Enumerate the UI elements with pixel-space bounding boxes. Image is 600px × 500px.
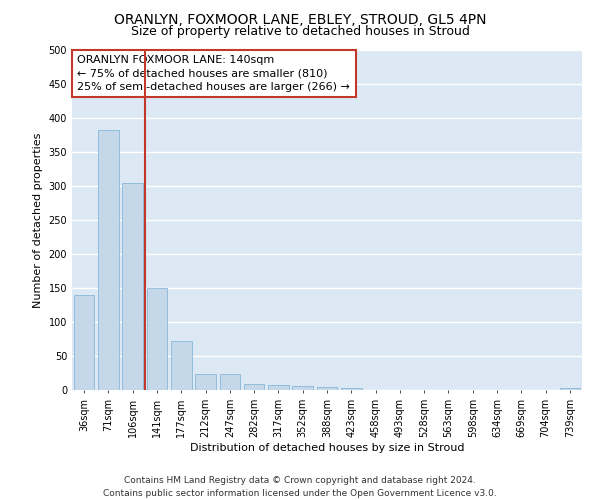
Text: ORANLYN FOXMOOR LANE: 140sqm
← 75% of detached houses are smaller (810)
25% of s: ORANLYN FOXMOOR LANE: 140sqm ← 75% of de…: [77, 55, 350, 92]
Bar: [171, 341, 191, 390]
Bar: [244, 384, 265, 390]
Bar: [268, 384, 289, 390]
Bar: [341, 388, 362, 390]
Bar: [122, 182, 143, 390]
Bar: [146, 288, 167, 390]
Bar: [195, 374, 216, 390]
X-axis label: Distribution of detached houses by size in Stroud: Distribution of detached houses by size …: [190, 442, 464, 452]
Bar: [74, 295, 94, 390]
Bar: [220, 374, 240, 390]
Bar: [98, 130, 119, 390]
Bar: [560, 388, 580, 390]
Text: Contains HM Land Registry data © Crown copyright and database right 2024.
Contai: Contains HM Land Registry data © Crown c…: [103, 476, 497, 498]
Text: Size of property relative to detached houses in Stroud: Size of property relative to detached ho…: [131, 25, 469, 38]
Text: ORANLYN, FOXMOOR LANE, EBLEY, STROUD, GL5 4PN: ORANLYN, FOXMOOR LANE, EBLEY, STROUD, GL…: [114, 12, 486, 26]
Bar: [317, 388, 337, 390]
Bar: [292, 386, 313, 390]
Y-axis label: Number of detached properties: Number of detached properties: [33, 132, 43, 308]
